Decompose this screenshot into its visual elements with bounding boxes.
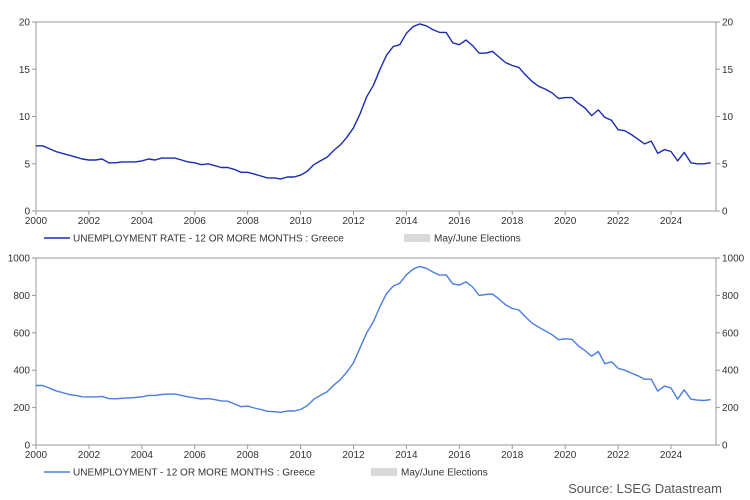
- y-tick-label-left: 200: [13, 403, 30, 414]
- y-tick-label-right: 5: [722, 159, 728, 170]
- legend-label-elections: May/June Elections: [434, 234, 521, 245]
- x-tick-label: 2004: [131, 216, 154, 227]
- x-tick-label: 2008: [237, 450, 260, 461]
- series-line: [36, 23, 711, 180]
- x-tick-label: 2018: [501, 216, 524, 227]
- y-tick-label-left: 1000: [8, 254, 31, 265]
- x-tick-label: 2012: [342, 216, 365, 227]
- y-tick-label-right: 0: [722, 207, 728, 218]
- legend-swatch-elections: [371, 468, 397, 476]
- y-tick-label-right: 1000: [722, 254, 745, 265]
- y-tick-label-right: 600: [722, 328, 739, 339]
- x-tick-label: 2000: [25, 216, 48, 227]
- x-tick-label: 2012: [342, 450, 365, 461]
- x-tick-label: 2024: [660, 216, 683, 227]
- y-tick-label-right: 800: [722, 291, 739, 302]
- x-tick-label: 2002: [78, 450, 101, 461]
- y-tick-label-left: 15: [19, 65, 31, 76]
- legend-label-elections: May/June Elections: [401, 468, 488, 479]
- legend-swatch-elections: [404, 234, 430, 242]
- y-tick-label-left: 600: [13, 328, 30, 339]
- x-tick-label: 2024: [660, 450, 683, 461]
- x-tick-label: 2016: [448, 450, 471, 461]
- y-tick-label-left: 5: [24, 159, 30, 170]
- x-tick-label: 2004: [131, 450, 154, 461]
- y-tick-label-right: 400: [722, 366, 739, 377]
- y-tick-label-left: 0: [24, 441, 30, 452]
- y-tick-label-right: 0: [722, 441, 728, 452]
- x-tick-label: 2020: [554, 216, 577, 227]
- y-tick-label-right: 200: [722, 403, 739, 414]
- x-tick-label: 2014: [395, 216, 418, 227]
- x-tick-label: 2014: [395, 450, 418, 461]
- y-tick-label-right: 10: [722, 112, 734, 123]
- y-tick-label-left: 400: [13, 366, 30, 377]
- x-tick-label: 2022: [607, 450, 630, 461]
- x-tick-label: 2006: [184, 216, 207, 227]
- legend-label-series: UNEMPLOYMENT - 12 OR MORE MONTHS : Greec…: [73, 468, 316, 479]
- source-note: Source: LSEG Datastream: [568, 481, 722, 496]
- x-tick-label: 2018: [501, 450, 524, 461]
- plot-frame: [35, 257, 717, 446]
- y-tick-label-left: 800: [13, 291, 30, 302]
- legend-label-series: UNEMPLOYMENT RATE - 12 OR MORE MONTHS : …: [73, 234, 344, 245]
- y-tick-label-left: 10: [19, 112, 31, 123]
- x-tick-label: 2010: [289, 450, 312, 461]
- y-tick-label-left: 0: [24, 207, 30, 218]
- plot-frame: [35, 21, 717, 212]
- y-tick-label-left: 20: [19, 18, 31, 29]
- x-tick-label: 2020: [554, 450, 577, 461]
- chart-panel-count: 0 0 200 200 400 400 600 600 800 800 1000 1000 2000 20…: [8, 254, 745, 479]
- x-tick-label: 2008: [237, 216, 260, 227]
- x-tick-label: 2006: [184, 450, 207, 461]
- x-tick-label: 2000: [25, 450, 48, 461]
- x-tick-label: 2022: [607, 216, 630, 227]
- y-tick-label-right: 20: [722, 18, 734, 29]
- series-line: [36, 265, 711, 413]
- y-tick-label-right: 15: [722, 65, 734, 76]
- x-tick-label: 2002: [78, 216, 101, 227]
- x-tick-label: 2016: [448, 216, 471, 227]
- x-tick-label: 2010: [289, 216, 312, 227]
